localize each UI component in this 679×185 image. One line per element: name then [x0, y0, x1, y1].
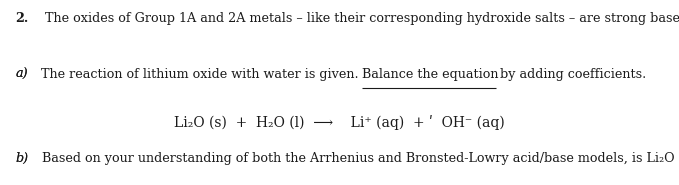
Text: a): a) [16, 68, 28, 81]
Text: Balance the equation: Balance the equation [363, 68, 499, 81]
Text: b): b) [16, 152, 29, 165]
Text: 2.: 2. [16, 12, 29, 25]
Text: a): a) [16, 68, 28, 81]
Text: by adding coefficients.: by adding coefficients. [496, 68, 646, 81]
Text: b): b) [16, 152, 29, 165]
Text: Li₂O (s)  +  H₂O (l)  ⟶    Li⁺ (aq)  + ʹ  OH⁻ (aq): Li₂O (s) + H₂O (l) ⟶ Li⁺ (aq) + ʹ OH⁻ (a… [174, 115, 505, 130]
Text: Based on your understanding of both the Arrhenius and Bronsted-Lowry acid/base m: Based on your understanding of both the … [34, 152, 674, 165]
Text: The reaction of lithium oxide with water is given.: The reaction of lithium oxide with water… [33, 68, 369, 81]
Text: The oxides of Group 1A and 2A metals – like their corresponding hydroxide salts : The oxides of Group 1A and 2A metals – l… [37, 12, 679, 25]
